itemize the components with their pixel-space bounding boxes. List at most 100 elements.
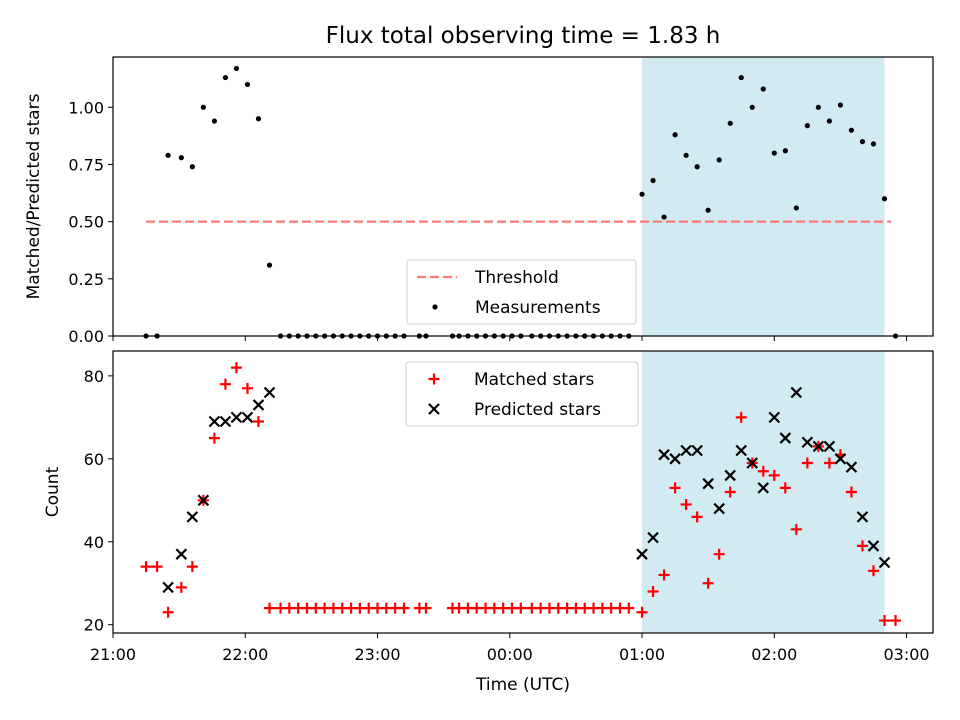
plot-frame	[112, 350, 934, 634]
series-predicted-stars	[162, 386, 891, 594]
data-point	[165, 152, 171, 158]
data-point	[266, 262, 273, 268]
legend-label: Measurements	[475, 298, 601, 318]
data-point	[812, 440, 825, 453]
data-point	[760, 86, 766, 92]
data-point	[661, 214, 667, 220]
data-point	[658, 448, 670, 461]
data-point	[713, 502, 725, 515]
data-point	[768, 469, 780, 481]
y-tick-label: 60	[84, 450, 104, 469]
observing-window-shade	[642, 351, 885, 633]
data-point	[881, 196, 888, 202]
data-point	[186, 561, 198, 573]
data-point	[867, 540, 880, 552]
data-point	[264, 602, 276, 614]
data-point	[241, 411, 254, 424]
data-point	[724, 469, 736, 482]
data-point	[669, 482, 681, 494]
legend-marker-swatch	[428, 373, 440, 385]
data-point	[804, 123, 810, 129]
data-point	[252, 399, 265, 411]
data-point	[680, 498, 692, 510]
data-point	[197, 494, 210, 507]
legend-box	[405, 361, 639, 427]
data-point	[636, 606, 648, 618]
data-point	[790, 523, 802, 535]
data-point	[879, 615, 891, 627]
data-point	[515, 602, 527, 614]
panel-2: 20 40 60 80 Count 21:00 22:00 23:00 00:00 01:00 02…	[43, 350, 934, 664]
data-point	[735, 444, 748, 457]
data-point	[189, 164, 195, 170]
data-point	[870, 141, 877, 147]
x-tick-label: 21:00	[90, 645, 136, 664]
y-tick-label: 0.50	[68, 213, 104, 232]
data-point	[724, 486, 736, 498]
data-point	[208, 415, 221, 428]
data-point	[200, 104, 206, 110]
data-point	[162, 606, 174, 618]
legend-marker-swatch	[432, 304, 438, 310]
legend: Matched stars Predicted stars	[405, 361, 639, 427]
data-point	[647, 531, 659, 544]
plot-frame	[112, 56, 934, 337]
y-tick-label: 80	[84, 367, 104, 386]
data-point	[140, 561, 152, 573]
data-point	[241, 382, 253, 394]
data-point	[890, 615, 902, 627]
data-point	[845, 486, 857, 498]
data-point	[420, 602, 432, 614]
y-tick-label: 20	[84, 616, 104, 635]
panels: 0.00 0.25 0.50 0.75 1.00 Matched/Predicted st…	[24, 56, 934, 664]
data-point	[848, 127, 855, 133]
data-point	[162, 581, 174, 594]
data-point	[801, 457, 813, 469]
data-point	[636, 548, 648, 560]
data-point	[683, 152, 689, 158]
data-point	[782, 148, 788, 154]
data-point	[255, 116, 262, 122]
legend-box	[406, 259, 637, 325]
x-tick-label: 00:00	[487, 645, 533, 664]
x-tick-label: 02:00	[751, 645, 797, 664]
data-point	[252, 416, 264, 427]
data-point	[639, 191, 645, 197]
series-matched-stars	[140, 362, 902, 627]
data-point	[219, 378, 231, 390]
data-point	[650, 177, 656, 184]
data-point	[768, 411, 781, 424]
data-point	[230, 362, 242, 374]
data-point	[779, 432, 792, 444]
data-point	[623, 602, 635, 614]
data-point	[856, 540, 868, 552]
data-point	[669, 453, 681, 465]
data-point	[244, 81, 251, 88]
x-tick-label: 22:00	[222, 645, 268, 664]
data-point	[867, 565, 879, 577]
data-point	[790, 386, 803, 399]
y-tick-label: 0.00	[68, 327, 104, 346]
x-tick-label: 03:00	[883, 645, 929, 664]
data-point	[746, 457, 759, 469]
data-point	[175, 548, 188, 560]
data-point	[837, 102, 844, 108]
data-point	[771, 150, 777, 156]
data-point	[233, 65, 240, 72]
data-point	[793, 205, 799, 211]
y-tick-label: 0.25	[68, 270, 104, 289]
data-point	[151, 561, 163, 573]
data-point	[779, 482, 791, 494]
data-point	[826, 118, 832, 124]
data-point	[219, 415, 232, 428]
data-point	[680, 444, 692, 457]
data-point	[823, 457, 835, 469]
data-point	[757, 465, 769, 477]
legend: Threshold Measurements	[406, 259, 637, 325]
panel-1: 0.00 0.25 0.50 0.75 1.00 Matched/Predicted st…	[24, 56, 934, 346]
data-point	[208, 432, 220, 444]
data-point	[716, 157, 722, 163]
data-point	[815, 104, 821, 110]
legend-label: Matched stars	[474, 370, 594, 390]
